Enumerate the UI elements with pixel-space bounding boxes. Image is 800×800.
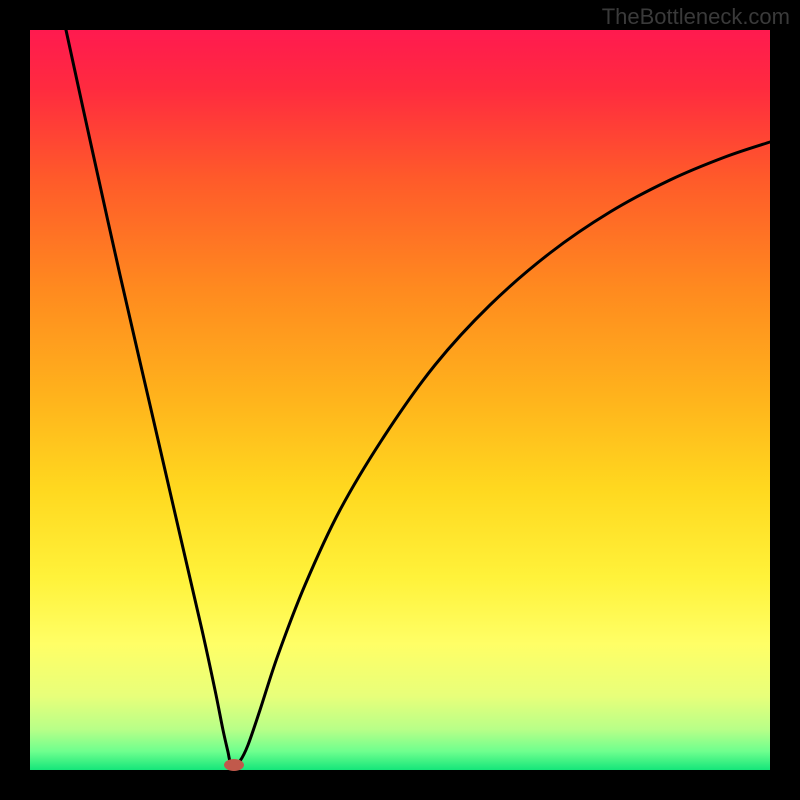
optimal-point-marker [224, 759, 244, 771]
bottleneck-chart [0, 0, 800, 800]
watermark-text: TheBottleneck.com [602, 4, 790, 30]
plot-background [30, 30, 770, 770]
